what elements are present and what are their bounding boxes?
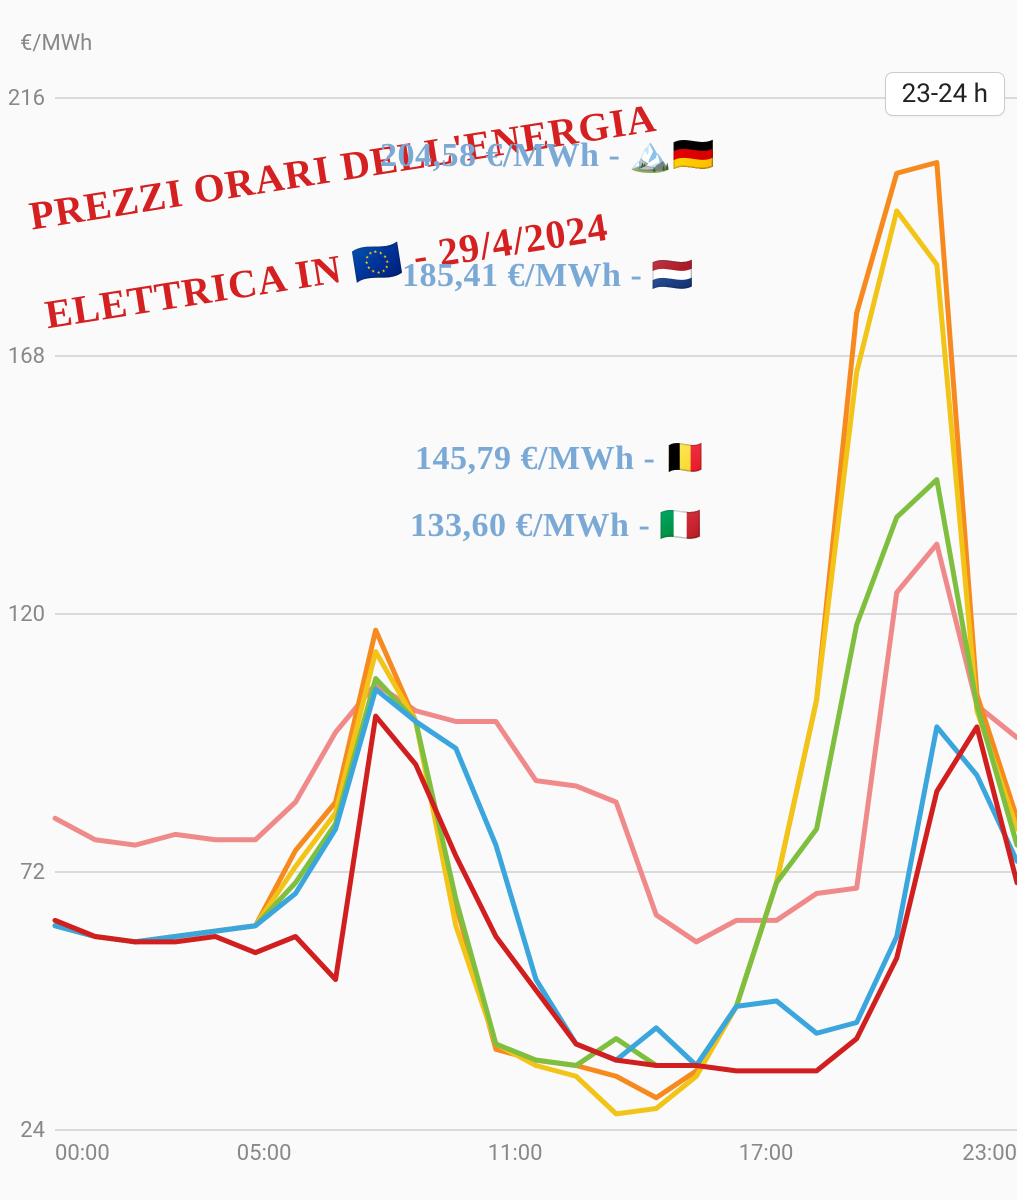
callout-austria-germany: 204,58 €/MWh - 🏔️🇩🇪 <box>380 135 715 175</box>
energy-price-chart: 247212016821600:0005:0011:0017:0023:00€/… <box>0 0 1017 1200</box>
svg-text:72: 72 <box>20 860 45 885</box>
svg-text:120: 120 <box>8 602 45 627</box>
svg-text:11:00: 11:00 <box>488 1141 543 1166</box>
time-range-text: 23-24 h <box>902 79 988 109</box>
callout-belgium: 145,79 €/MWh - 🇧🇪 <box>415 438 707 478</box>
svg-text:24: 24 <box>20 1118 45 1143</box>
svg-text:05:00: 05:00 <box>237 1141 292 1166</box>
svg-text:216: 216 <box>8 86 45 111</box>
svg-text:00:00: 00:00 <box>55 1141 110 1166</box>
svg-text:23:00: 23:00 <box>962 1141 1017 1166</box>
callout-netherlands: 185,41 €/MWh - 🇳🇱 <box>402 255 694 295</box>
time-range-badge: 23-24 h <box>885 72 1005 116</box>
callout-italy: 133,60 €/MWh - 🇮🇹 <box>410 505 702 545</box>
svg-text:17:00: 17:00 <box>739 1141 794 1166</box>
svg-text:€/MWh: €/MWh <box>20 31 92 56</box>
